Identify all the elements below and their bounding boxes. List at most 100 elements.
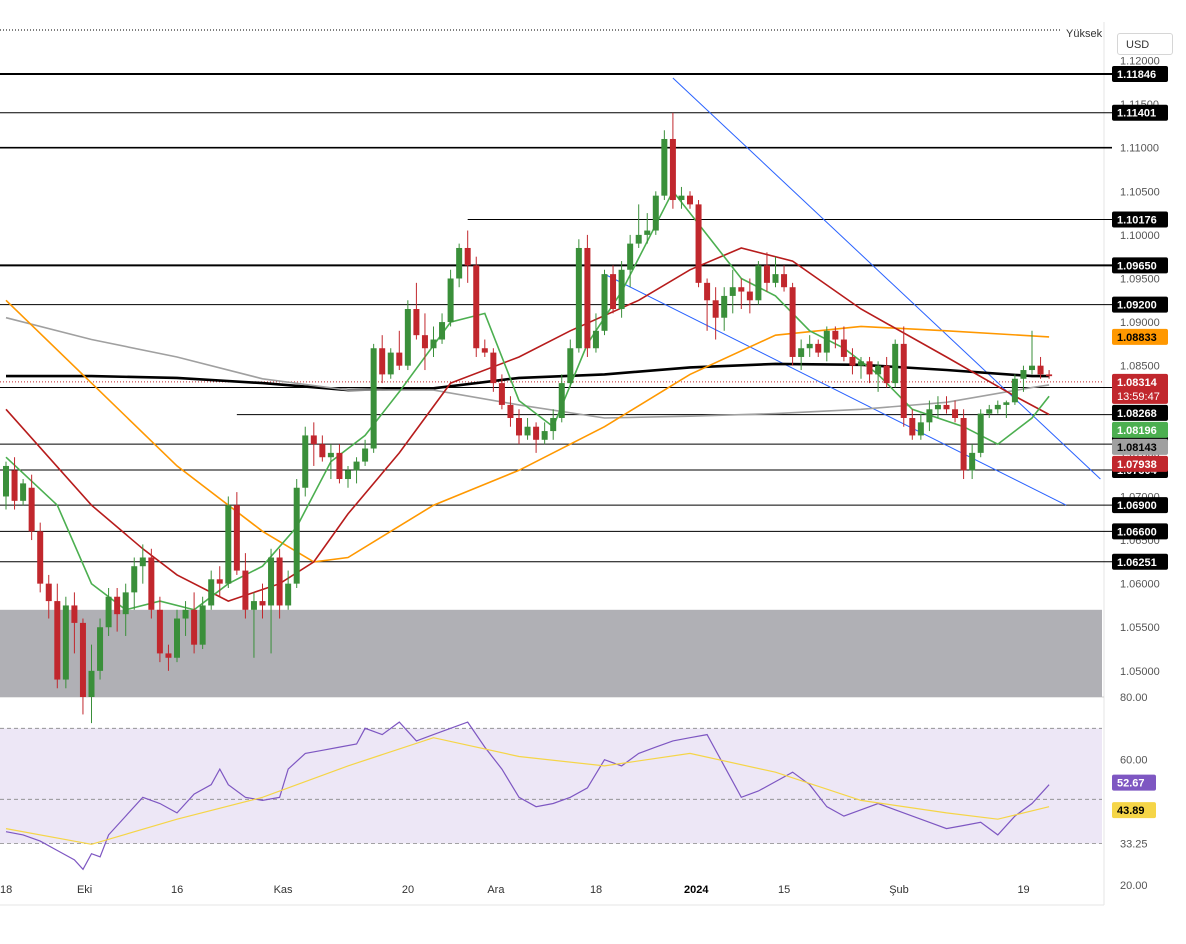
candle-body-92 [789,287,796,357]
candle-body-26 [225,505,232,584]
candle-body-98 [840,339,847,357]
time-axis-tick-9: Şub [889,884,909,896]
level-tag-5: 1.09200 [1117,300,1157,312]
candle-body-78 [669,138,676,201]
level-tag-11: 1.06600 [1117,526,1157,538]
candle-body-41 [353,461,360,471]
candle-body-40 [345,470,351,480]
candle-body-72 [618,269,625,310]
price-tag-bg-2 [1112,404,1168,421]
time-axis-tick-4: 20 [402,884,414,896]
candle-body-93 [798,348,805,357]
candle-body-114 [977,413,984,453]
candle-body-23 [199,605,206,645]
candle-body-25 [216,579,223,584]
channel-line-1 [604,273,1067,506]
candle-body-55 [473,265,480,349]
candle-body-63 [541,431,548,440]
candle-body-30 [259,601,266,606]
candle-body-9 [79,622,86,697]
candle-body-17 [148,557,155,610]
level-tag-bg-5 [1112,296,1168,313]
candle-body-119 [1020,370,1027,379]
price-tag-2: 1.08268 [1117,408,1157,420]
candle-body-113 [969,452,976,471]
candle-body-39 [336,452,343,480]
candle-body-34 [293,487,300,584]
candle-body-111 [952,409,959,418]
candle-body-7 [62,605,69,680]
scale-mode-label[interactable]: Yüksek [1066,28,1103,40]
candle-body-117 [1003,402,1010,405]
time-axis-tick-2: 16 [171,884,183,896]
level-tag-bg-0 [1112,65,1168,82]
candle-body-10 [88,670,95,697]
candle-body-21 [182,609,189,619]
candle-body-18 [156,609,163,654]
candle-body-87 [746,291,753,301]
candle-body-84 [721,295,728,318]
rsi-axis-tick-2: 20.00 [1120,880,1148,892]
moving-average-line-2 [5,299,1050,563]
candle-body-62 [533,426,540,440]
candle-body-14 [122,592,129,615]
candle-body-107 [917,422,924,436]
candle-body-8 [71,605,78,623]
candle-body-43 [370,348,377,449]
candle-body-82 [704,282,711,301]
rsi-tag-1: 43.89 [1117,805,1145,817]
candle-body-118 [1011,378,1018,403]
candle-body-24 [208,579,215,606]
time-axis-tick-6: 18 [590,884,602,896]
level-tag-3: 1.10176 [1117,215,1157,227]
candle-body-80 [687,195,693,205]
candle-body-85 [729,287,736,296]
level-tag-4: 1.09650 [1117,260,1157,272]
time-axis-tick-3: Kas [274,884,293,896]
candle-body-19 [165,653,172,658]
price-axis-tick-14: 1.05000 [1120,666,1160,678]
currency-button[interactable]: USD [1117,33,1173,55]
candle-body-90 [772,274,779,283]
candle-body-4 [37,531,44,584]
candle-body-76 [652,195,659,231]
candle-body-99 [849,356,856,366]
candle-body-56 [481,348,488,353]
price-tag-bg-0 [1112,328,1168,345]
price-axis-tick-2: 1.11000 [1120,143,1159,155]
candle-body-58 [498,383,505,405]
candle-body-59 [507,404,514,418]
candle-body-68 [584,247,591,349]
candle-body-53 [456,247,463,279]
level-tag-bg-12 [1112,553,1168,570]
rsi-band [0,728,1102,844]
candle-body-46 [396,352,403,366]
time-axis-tick-10: 19 [1017,884,1029,896]
candle-body-86 [738,287,745,292]
candle-body-11 [97,627,104,671]
time-axis-tick-0: 18 [0,884,12,896]
candle-body-94 [806,343,813,349]
candle-body-66 [567,348,574,384]
candle-body-108 [926,409,933,423]
candle-body-20 [174,618,180,658]
candle-body-42 [362,448,369,462]
rsi-tag-bg-1 [1112,802,1156,819]
candle-body-116 [994,404,1001,410]
candle-body-36 [310,435,317,445]
candle-body-95 [815,343,822,353]
level-tag-bg-4 [1112,257,1168,274]
candle-body-102 [875,365,882,375]
price-tag-bg-1 [1112,373,1168,404]
candle-body-49 [421,335,428,349]
candle-body-12 [105,596,112,628]
price-tag-3: 1.08196 [1117,425,1157,437]
candle-body-64 [550,417,557,432]
candle-body-33 [285,583,292,606]
rsi-axis-tick-1: 60.00 [1120,755,1148,767]
candle-body-101 [866,361,873,375]
candle-body-1 [11,470,18,501]
candle-body-71 [610,274,617,310]
